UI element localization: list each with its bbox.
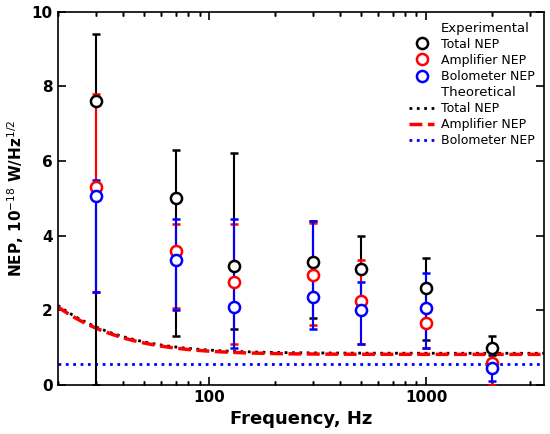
X-axis label: Frequency, Hz: Frequency, Hz: [230, 411, 372, 428]
Y-axis label: NEP, 10$^{-18}$ W/Hz$^{1/2}$: NEP, 10$^{-18}$ W/Hz$^{1/2}$: [6, 120, 26, 277]
Legend: Experimental, Total NEP, Amplifier NEP, Bolometer NEP, Theoretical, Total NEP, A: Experimental, Total NEP, Amplifier NEP, …: [406, 18, 538, 151]
